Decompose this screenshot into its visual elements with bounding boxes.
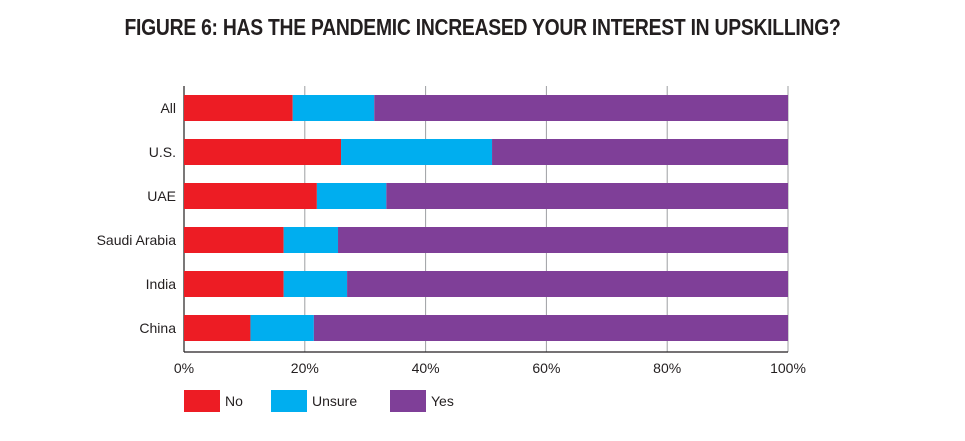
bar-no — [184, 139, 342, 165]
legend-swatch — [271, 390, 307, 412]
bar-no — [184, 227, 284, 253]
bar-unsure — [292, 95, 375, 121]
legend-swatch — [390, 390, 426, 412]
category-label: U.S. — [149, 144, 176, 160]
bar-yes — [386, 183, 788, 209]
bar-unsure — [316, 183, 387, 209]
bar-yes — [347, 271, 788, 297]
bar-yes — [338, 227, 788, 253]
category-label: All — [160, 100, 176, 116]
legend-swatch — [184, 390, 220, 412]
bar-no — [184, 183, 317, 209]
category-label: China — [139, 320, 176, 336]
x-tick-label: 40% — [412, 360, 440, 376]
x-tick-label: 60% — [532, 360, 560, 376]
bar-unsure — [283, 271, 348, 297]
category-label: India — [146, 276, 177, 292]
x-tick-label: 100% — [770, 360, 806, 376]
legend-label: Yes — [431, 393, 454, 409]
category-label: Saudi Arabia — [97, 232, 177, 248]
legend-label: Unsure — [312, 393, 357, 409]
chart-title: FIGURE 6: HAS THE PANDEMIC INCREASED YOU… — [124, 14, 841, 40]
bar-no — [184, 271, 284, 297]
x-tick-label: 20% — [291, 360, 319, 376]
category-label: UAE — [147, 188, 176, 204]
bar-no — [184, 315, 251, 341]
bar-yes — [313, 315, 788, 341]
bar-yes — [492, 139, 788, 165]
bar-yes — [374, 95, 788, 121]
bar-no — [184, 95, 293, 121]
legend-label: No — [225, 393, 243, 409]
bar-unsure — [283, 227, 339, 253]
bar-unsure — [341, 139, 493, 165]
bar-unsure — [250, 315, 314, 341]
x-tick-label: 0% — [174, 360, 194, 376]
x-tick-label: 80% — [653, 360, 681, 376]
